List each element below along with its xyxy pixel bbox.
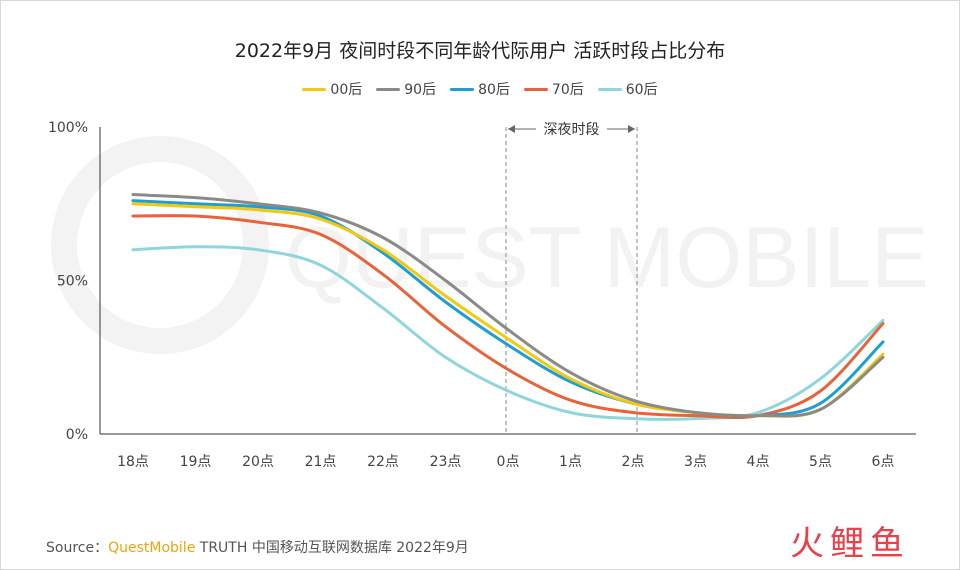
legend-swatch-80 bbox=[450, 87, 475, 91]
source-label: Source： bbox=[46, 540, 109, 556]
watermark: QUEST MOBILE bbox=[51, 136, 929, 354]
huoliyu-logo: 火鲤鱼 bbox=[790, 522, 940, 562]
legend-item-90: 90后 bbox=[376, 79, 436, 99]
band-arrowhead-left bbox=[508, 125, 515, 133]
x-tick-label: 19点 bbox=[180, 454, 212, 470]
late-night-band: 深夜时段 bbox=[505, 122, 638, 434]
legend-swatch-90 bbox=[376, 87, 401, 91]
band-label: 深夜时段 bbox=[544, 122, 600, 138]
x-tick-label: 21点 bbox=[305, 454, 337, 470]
source-line: Source：QuestMobile TRUTH 中国移动互联网数据库 2022… bbox=[46, 537, 469, 557]
watermark-ring bbox=[51, 136, 269, 354]
legend-swatch-60 bbox=[597, 87, 622, 91]
axes: 0% 50% 100% 18点 19点 20点 21点 22点 23点 0点 1点 2点 3点 4点 5点 6… bbox=[48, 120, 916, 470]
x-tick-label: 20点 bbox=[242, 454, 274, 470]
x-tick-label: 22点 bbox=[367, 454, 399, 470]
source-brand: QuestMobile bbox=[108, 540, 196, 556]
series-lines bbox=[131, 193, 885, 421]
x-tick-label: 18点 bbox=[117, 454, 149, 470]
x-tick-label: 6点 bbox=[872, 454, 895, 470]
legend-label-80: 80后 bbox=[478, 82, 510, 98]
logo-text: 火鲤鱼 bbox=[790, 524, 910, 562]
legend-item-70: 70后 bbox=[523, 79, 584, 99]
legend-label-60: 60后 bbox=[625, 82, 658, 98]
x-tick-label: 0点 bbox=[497, 454, 520, 470]
chart-title: 2022年9月 夜间时段不同年龄代际用户 活跃时段占比分布 bbox=[234, 40, 726, 62]
source-rest: TRUTH 中国移动互联网数据库 2022年9月 bbox=[195, 540, 469, 556]
legend-label-00: 00后 bbox=[330, 82, 363, 98]
x-tick-label: 2点 bbox=[622, 454, 645, 470]
chart-legend: 00后 90后 80后 70后 60后 bbox=[0, 79, 960, 99]
series-line-60后 bbox=[131, 245, 885, 421]
x-tick-label: 23点 bbox=[430, 454, 462, 470]
legend-swatch-70 bbox=[523, 87, 548, 91]
watermark-text: QUEST MOBILE bbox=[285, 210, 929, 306]
legend-label-70: 70后 bbox=[551, 82, 584, 98]
x-tick-label: 3点 bbox=[684, 454, 707, 470]
legend-item-80: 80后 bbox=[450, 79, 510, 99]
band-arrowhead-right bbox=[628, 125, 635, 133]
legend-item-60: 60后 bbox=[597, 79, 658, 99]
logo-graphic: 火鲤鱼 bbox=[790, 524, 910, 562]
legend-item-00: 00后 bbox=[302, 79, 362, 99]
legend-swatch-00 bbox=[302, 87, 327, 91]
x-tick-label: 5点 bbox=[809, 454, 832, 470]
y-tick-label: 50% bbox=[57, 274, 88, 290]
x-tick-label: 1点 bbox=[559, 454, 582, 470]
series-line-90后 bbox=[131, 193, 885, 418]
y-tick-label: 100% bbox=[48, 120, 88, 136]
y-tick-label: 0% bbox=[66, 427, 88, 443]
legend-label-90: 90后 bbox=[404, 82, 437, 98]
x-tick-label: 4点 bbox=[747, 454, 770, 470]
